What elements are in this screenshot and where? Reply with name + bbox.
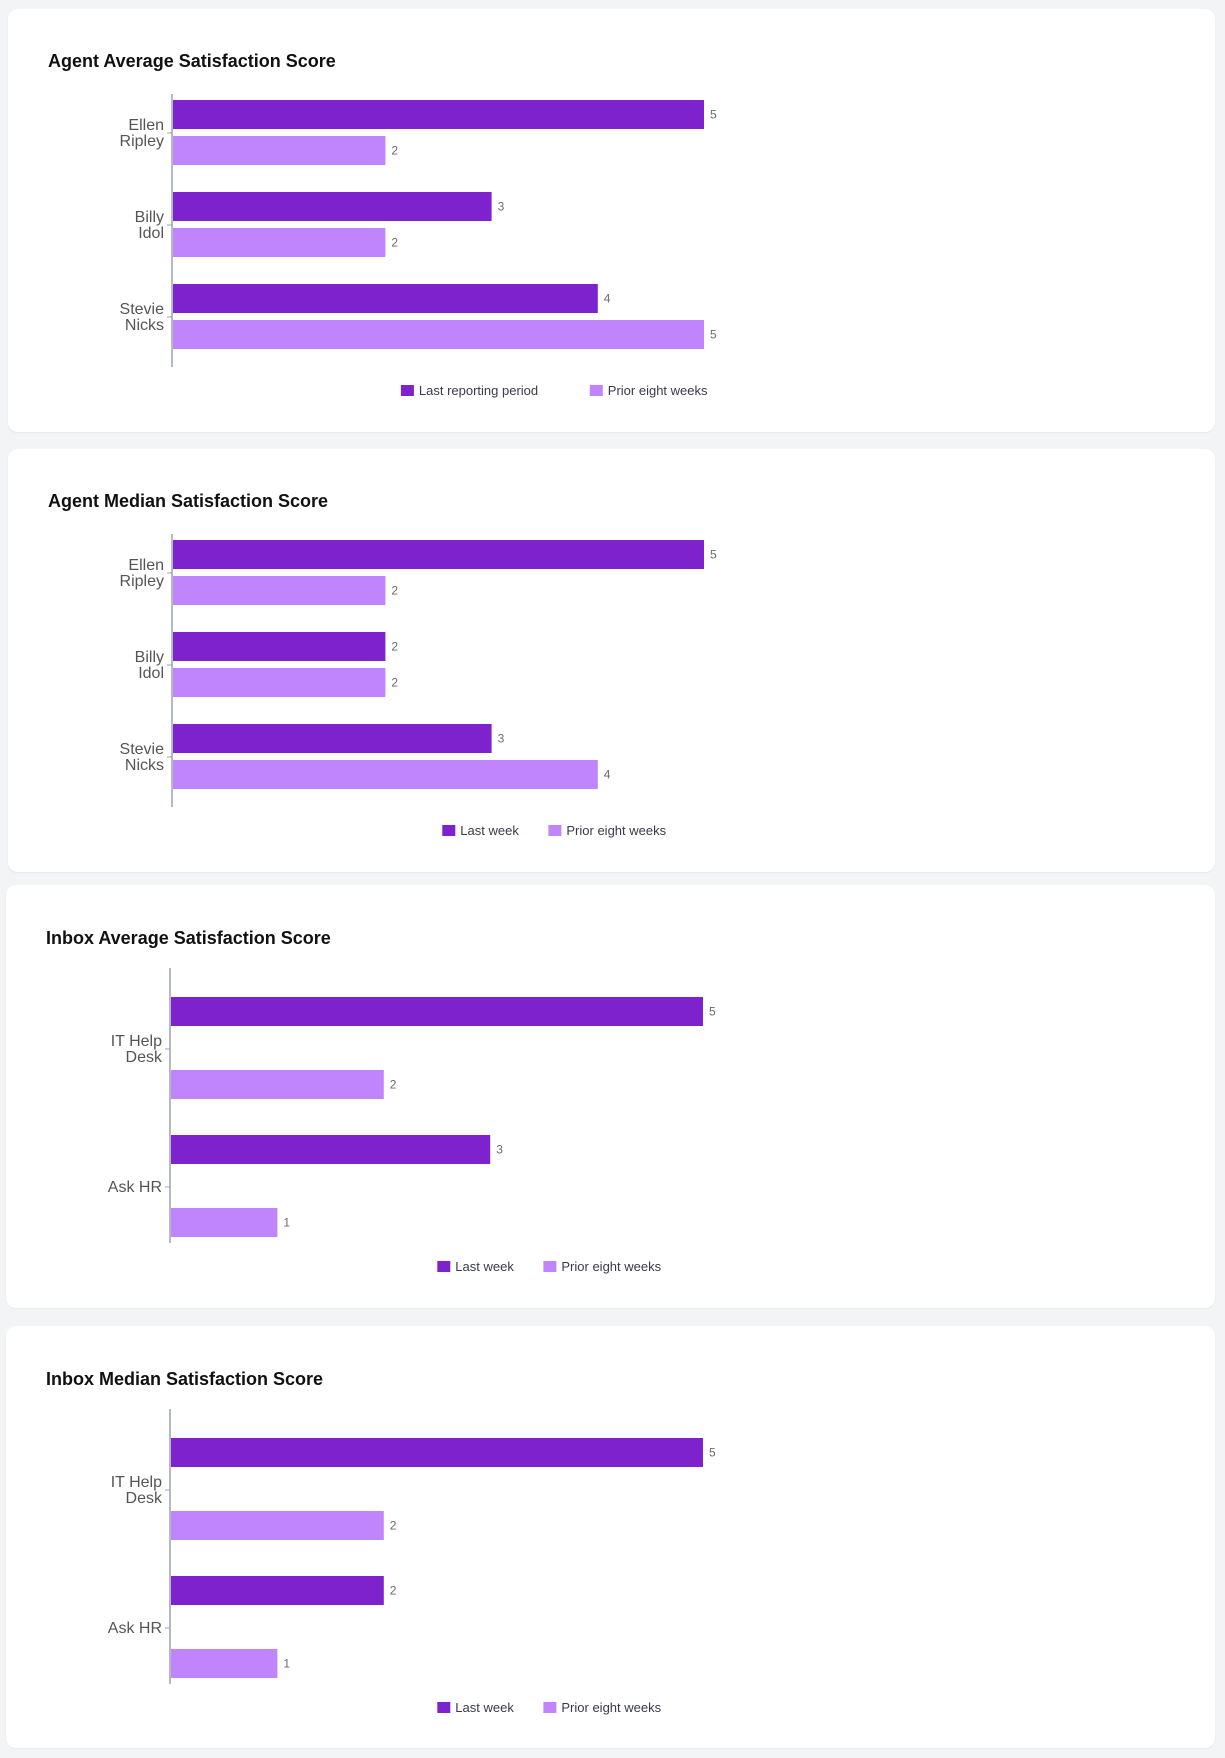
- bar-primary: [173, 540, 704, 569]
- category-label-line: Stevie: [120, 301, 165, 318]
- category-label-line: Nicks: [125, 757, 164, 774]
- bar-value-label: 5: [710, 328, 717, 342]
- bar-value-label: 3: [496, 1143, 503, 1157]
- chart-title: Agent Average Satisfaction Score: [48, 51, 336, 71]
- legend-label: Last reporting period: [419, 383, 538, 398]
- category-label-line: Ask HR: [108, 1620, 162, 1637]
- category-label-line: Idol: [138, 665, 164, 682]
- category-label-line: Nicks: [125, 317, 164, 334]
- legend-label: Prior eight weeks: [608, 383, 708, 398]
- bar-value-label: 2: [391, 676, 398, 690]
- legend-swatch-primary: [400, 385, 414, 396]
- bar-primary: [173, 724, 492, 753]
- category-label-line: Stevie: [120, 741, 165, 758]
- bar-value-label: 5: [709, 1446, 716, 1460]
- bar-secondary: [173, 136, 386, 165]
- chart-card: Agent Average Satisfaction Score Ellen Ri…: [8, 9, 1215, 432]
- bar-primary: [171, 997, 703, 1026]
- legend-swatch-primary: [442, 825, 456, 836]
- legend-label: Last week: [455, 1259, 514, 1274]
- chart-title: Inbox Median Satisfaction Score: [46, 1369, 324, 1389]
- category-label: Billy Idol: [135, 209, 164, 242]
- category-label: Ask HR: [108, 1620, 162, 1637]
- category-label-line: Desk: [126, 1049, 163, 1066]
- bar-value-label: 2: [390, 1584, 397, 1598]
- legend-swatch-primary: [437, 1261, 451, 1272]
- legend-label: Prior eight weeks: [561, 1700, 661, 1715]
- chart-card: Inbox Median Satisfaction Score IT Help D…: [6, 1326, 1215, 1748]
- bar-value-label: 2: [391, 236, 398, 250]
- bar-secondary: [173, 760, 598, 789]
- bar-chart: Ellen Ripley 5 2 Billy Idol 2 2 Stevie Nicks 3 4 Las…: [120, 534, 717, 838]
- bar-primary: [171, 1135, 491, 1164]
- category-label: Ellen Ripley: [120, 117, 164, 150]
- category-label-line: IT Help: [111, 1033, 162, 1050]
- bar-secondary: [173, 668, 386, 697]
- bar-value-label: 4: [604, 768, 611, 782]
- category-label: Stevie Nicks: [120, 301, 165, 334]
- chart-card: Inbox Average Satisfaction Score IT Help…: [6, 885, 1215, 1308]
- bar-value-label: 2: [391, 144, 398, 158]
- category-label: IT Help Desk: [111, 1033, 163, 1066]
- bar-value-label: 3: [498, 200, 505, 214]
- legend-swatch-secondary: [543, 1261, 557, 1272]
- bar-secondary: [171, 1208, 278, 1237]
- bar-secondary: [173, 320, 704, 349]
- category-label: Billy Idol: [135, 649, 164, 682]
- bar-secondary: [171, 1511, 384, 1540]
- bar-secondary: [173, 576, 386, 605]
- chart-card: Agent Median Satisfaction Score Ellen Rip…: [8, 449, 1215, 872]
- category-label: Ask HR: [108, 1179, 162, 1196]
- legend-swatch-primary: [437, 1702, 451, 1713]
- category-label-line: Ellen: [128, 117, 164, 134]
- bar-value-label: 1: [283, 1216, 290, 1230]
- bar-value-label: 4: [604, 292, 611, 306]
- category-label: Stevie Nicks: [120, 741, 165, 774]
- legend-label: Prior eight weeks: [561, 1259, 661, 1274]
- category-label-line: Ellen: [128, 557, 164, 574]
- category-label: IT Help Desk: [111, 1474, 163, 1507]
- bar-value-label: 2: [390, 1078, 397, 1092]
- bar-value-label: 1: [283, 1657, 290, 1671]
- category-label-line: Ripley: [120, 133, 164, 150]
- bar-secondary: [171, 1070, 384, 1099]
- category-label-line: Billy: [135, 649, 164, 666]
- category-label-line: Ask HR: [108, 1179, 162, 1196]
- category-label-line: IT Help: [111, 1474, 162, 1491]
- bar-chart: Ellen Ripley 5 2 Billy Idol 3 2 Stevie Nicks 4 5 Las…: [120, 94, 717, 398]
- chart-title: Inbox Average Satisfaction Score: [46, 928, 331, 948]
- bar-value-label: 5: [710, 548, 717, 562]
- legend-swatch-secondary: [543, 1702, 557, 1713]
- bar-value-label: 2: [391, 584, 398, 598]
- bar-primary: [173, 192, 492, 221]
- bar-value-label: 2: [390, 1519, 397, 1533]
- bar-primary: [171, 1438, 703, 1467]
- bar-primary: [173, 100, 704, 129]
- bar-value-label: 3: [498, 732, 505, 746]
- bar-value-label: 5: [709, 1005, 716, 1019]
- bar-value-label: 2: [391, 640, 398, 654]
- category-label-line: Ripley: [120, 573, 164, 590]
- chart-title: Agent Median Satisfaction Score: [48, 491, 329, 511]
- bar-secondary: [171, 1649, 278, 1678]
- category-label-line: Idol: [138, 225, 164, 242]
- bar-primary: [173, 284, 598, 313]
- bar-primary: [171, 1576, 384, 1605]
- bar-chart: IT Help Desk 5 2 Ask HR 3 1 Last week Prior eigh…: [108, 968, 716, 1274]
- category-label-line: Billy: [135, 209, 164, 226]
- legend-label: Prior eight weeks: [566, 823, 666, 838]
- bar-primary: [173, 632, 386, 661]
- bar-value-label: 5: [710, 108, 717, 122]
- category-label-line: Desk: [126, 1490, 163, 1507]
- bar-secondary: [173, 228, 386, 257]
- category-label: Ellen Ripley: [120, 557, 164, 590]
- legend-swatch-secondary: [589, 385, 603, 396]
- legend-label: Last week: [460, 823, 519, 838]
- legend-swatch-secondary: [548, 825, 562, 836]
- bar-chart: IT Help Desk 5 2 Ask HR 2 1 Last week Prior eigh…: [108, 1409, 716, 1715]
- legend-label: Last week: [455, 1700, 514, 1715]
